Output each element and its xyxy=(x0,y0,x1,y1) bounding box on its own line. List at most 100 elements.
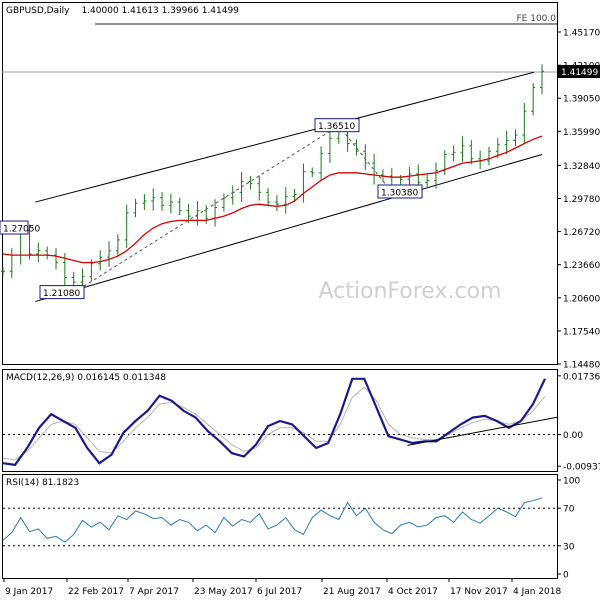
price-bar xyxy=(478,150,483,170)
price-bar xyxy=(495,137,500,159)
price-bar xyxy=(540,64,544,95)
date-axis-label: 9 Jan 2017 xyxy=(5,587,53,597)
price-bar xyxy=(266,187,271,207)
price-bar xyxy=(283,187,288,214)
price-bar xyxy=(107,241,112,267)
price-title: GBPUSD,Daily 1.40000 1.41613 1.39966 1.41… xyxy=(6,6,239,16)
axis-layer: 1.451701.421001.390501.359901.328401.297… xyxy=(3,29,600,597)
macd-axis-label: -0.009378 xyxy=(563,463,600,473)
level-label: 1.36510 xyxy=(314,118,360,133)
price-bar xyxy=(45,246,50,260)
price-bar xyxy=(213,199,218,227)
price-bar xyxy=(195,201,200,226)
date-axis-label: 7 Apr 2017 xyxy=(129,587,179,597)
price-axis-label: 1.35990 xyxy=(563,128,600,138)
price-bar xyxy=(433,162,438,189)
price-bar xyxy=(513,129,518,147)
price-bar xyxy=(257,175,262,201)
date-axis-label: 21 Aug 2017 xyxy=(323,587,381,597)
price-bar xyxy=(327,128,332,163)
level-label-text: 1.27050 xyxy=(3,225,40,235)
price-axis-label: 1.20600 xyxy=(563,294,600,304)
level-label-text: 1.30380 xyxy=(381,188,418,198)
price-bar xyxy=(274,195,279,212)
symbol-label: GBPUSD,Daily xyxy=(6,6,70,16)
price-bar xyxy=(1,266,5,276)
price-bar xyxy=(442,150,447,176)
price-bar xyxy=(115,234,120,257)
macd-panel-frame xyxy=(2,369,558,472)
price-bar xyxy=(301,163,306,203)
macd-main-line xyxy=(2,377,546,467)
level-label-box xyxy=(377,184,423,199)
price-bar xyxy=(142,194,147,211)
price-axis-label: 1.23660 xyxy=(563,261,600,271)
price-bar xyxy=(292,188,297,203)
channel-lower-line xyxy=(35,153,543,303)
level-label: 1.21080 xyxy=(39,285,85,300)
price-bar xyxy=(168,193,173,214)
price-bar xyxy=(522,102,527,144)
price-bar xyxy=(36,242,41,263)
price-bar xyxy=(372,153,377,185)
macd-axis-label: 0.01736 xyxy=(563,372,600,382)
price-bar xyxy=(425,174,430,189)
level-label: 1.30380 xyxy=(377,184,423,199)
date-axis-label: 17 Nov 2017 xyxy=(450,587,508,597)
rsi-axis-label: 100 xyxy=(563,477,580,487)
price-bar xyxy=(504,130,509,155)
price-axis-label: 1.29780 xyxy=(563,195,600,205)
price-axis-label: 1.17540 xyxy=(563,327,600,337)
macd-title: MACD(12,26,9) 0.016145 0.011348 xyxy=(6,373,166,383)
price-bar xyxy=(230,185,235,205)
last-price-tag-bg xyxy=(558,65,600,78)
rsi-axis-label: 0 xyxy=(563,571,569,581)
price-bar xyxy=(98,250,103,271)
macd-layer xyxy=(2,377,558,467)
macd-axis-label: 0.00 xyxy=(563,431,583,441)
price-bar xyxy=(469,140,474,165)
price-bar xyxy=(124,204,129,249)
level-label-text: 1.36510 xyxy=(318,122,355,132)
price-axis-label: 1.39050 xyxy=(563,95,600,105)
price-bar xyxy=(451,145,456,162)
moving-average-line xyxy=(2,135,543,264)
price-bar xyxy=(177,197,182,216)
channel-upper-line xyxy=(35,71,535,203)
price-bar xyxy=(54,248,59,270)
date-axis-label: 23 May 2017 xyxy=(194,587,253,597)
price-axis-label: 1.26720 xyxy=(563,228,600,238)
price-bar xyxy=(310,167,315,178)
price-axis-label: 1.45170 xyxy=(563,29,600,39)
ohlc-header-values: 1.40000 1.41613 1.39966 1.41499 xyxy=(81,6,239,16)
fe-level-label: FE 100.0 xyxy=(517,14,557,24)
rsi-title: RSI(14) 81.1823 xyxy=(6,478,79,488)
level-label-box xyxy=(39,285,85,300)
price-panel-frame xyxy=(2,2,558,365)
rsi-panel-frame xyxy=(2,474,558,579)
price-bar xyxy=(460,136,465,162)
level-label: 1.27050 xyxy=(0,220,40,235)
level-label-box xyxy=(314,118,360,133)
macd-signal-line xyxy=(2,386,546,461)
price-bar xyxy=(363,144,368,171)
date-axis-label: 4 Jan 2018 xyxy=(513,587,561,597)
macd-trendline xyxy=(407,416,558,446)
price-bar xyxy=(9,248,14,279)
last-price-tag-text: 1.41499 xyxy=(561,68,598,78)
price-bar xyxy=(160,192,165,211)
rsi-layer xyxy=(2,497,557,547)
price-bar xyxy=(133,198,138,218)
level-label-text: 1.21080 xyxy=(43,289,80,299)
price-bar xyxy=(248,175,253,190)
rsi-axis-label: 30 xyxy=(563,542,575,552)
price-bar xyxy=(486,146,491,166)
price-bar xyxy=(531,83,536,116)
level-label-box xyxy=(0,220,29,235)
price-layer: 1.27050 1.21080 1.36510 1.30380 xyxy=(0,64,544,303)
date-axis-label: 22 Feb 2017 xyxy=(68,587,124,597)
date-axis-label: 4 Oct 2017 xyxy=(388,587,438,597)
date-axis-label: 6 Jul 2017 xyxy=(257,587,302,597)
